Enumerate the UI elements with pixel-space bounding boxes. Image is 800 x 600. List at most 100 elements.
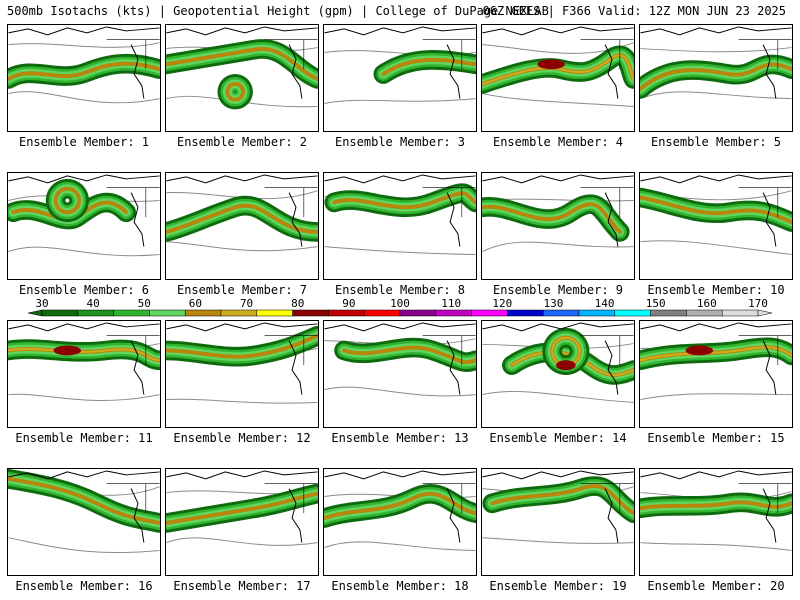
colorbar-segment — [184, 309, 222, 317]
member-map — [481, 320, 635, 428]
colorbar-tick-label: 150 — [646, 297, 666, 310]
ensemble-panel-19: Ensemble Member: 19 — [481, 468, 635, 594]
ensemble-panel-9: Ensemble Member: 9 — [481, 172, 635, 298]
colorbar-segment — [292, 309, 329, 317]
colorbar-tick-label: 160 — [697, 297, 717, 310]
colorbar-segment — [256, 309, 293, 317]
member-label: Ensemble Member: 11 — [15, 431, 153, 445]
isotach-colorbar: 30 40 50 60 70 80 90 100 110 120 130 140 150 160 170 — [27, 297, 773, 317]
ensemble-panel-2: Ensemble Member: 2 — [165, 24, 319, 150]
member-label: Ensemble Member: 16 — [15, 579, 153, 593]
colorbar-segment — [471, 309, 508, 317]
ensemble-panel-10: Ensemble Member: 10 — [639, 172, 793, 298]
ensemble-panel-20: Ensemble Member: 20 — [639, 468, 793, 594]
member-map — [7, 468, 161, 576]
member-label: Ensemble Member: 9 — [492, 283, 624, 297]
member-map — [7, 172, 161, 280]
member-label: Ensemble Member: 7 — [176, 283, 308, 297]
header-title: 500mb Isotachs (kts) | Geopotential Heig… — [7, 4, 549, 18]
member-map — [165, 320, 319, 428]
colorbar-tick-label: 40 — [87, 297, 100, 310]
colorbar-segment — [399, 309, 437, 317]
colorbar-segment — [328, 309, 365, 317]
colorbar-tick-label: 100 — [390, 297, 410, 310]
member-map — [323, 24, 477, 132]
colorbar-tick-label: 50 — [138, 297, 151, 310]
colorbar-segment — [149, 309, 186, 317]
colorbar-tick-label: 70 — [240, 297, 253, 310]
member-label: Ensemble Member: 6 — [18, 283, 150, 297]
member-map — [165, 172, 319, 280]
ensemble-panel-18: Ensemble Member: 18 — [323, 468, 477, 594]
ensemble-panel-1: Ensemble Member: 1 — [7, 24, 161, 150]
member-label: Ensemble Member: 18 — [331, 579, 469, 593]
colorbar-tick-label: 140 — [595, 297, 615, 310]
ensemble-panel-4: Ensemble Member: 4 — [481, 24, 635, 150]
ensemble-panel-6: Ensemble Member: 6 — [7, 172, 161, 298]
member-map — [323, 320, 477, 428]
header-valid-time: 06Z GEFS | F366 Valid: 12Z MON JUN 23 20… — [482, 4, 786, 18]
ensemble-panel-12: Ensemble Member: 12 — [165, 320, 319, 446]
member-map — [639, 320, 793, 428]
colorbar-segment — [77, 309, 114, 317]
member-label: Ensemble Member: 12 — [173, 431, 311, 445]
colorbar-segment — [614, 309, 651, 317]
colorbar-tick-label: 130 — [543, 297, 563, 310]
ensemble-panel-8: Ensemble Member: 8 — [323, 172, 477, 298]
member-map — [7, 24, 161, 132]
member-map — [323, 468, 477, 576]
colorbar-segment — [542, 309, 580, 317]
colorbar-tick-label: 170 — [748, 297, 768, 310]
colorbar-tick-label: 90 — [342, 297, 355, 310]
member-label: Ensemble Member: 5 — [650, 135, 782, 149]
colorbar-segment — [435, 309, 472, 317]
ensemble-panel-15: Ensemble Member: 15 — [639, 320, 793, 446]
member-label: Ensemble Member: 15 — [647, 431, 785, 445]
member-map — [639, 468, 793, 576]
ensemble-panel-11: Ensemble Member: 11 — [7, 320, 161, 446]
member-label: Ensemble Member: 14 — [489, 431, 627, 445]
colorbar-tick-label: 110 — [441, 297, 461, 310]
member-label: Ensemble Member: 13 — [331, 431, 469, 445]
member-label: Ensemble Member: 1 — [18, 135, 150, 149]
member-label: Ensemble Member: 20 — [647, 579, 785, 593]
member-label: Ensemble Member: 19 — [489, 579, 627, 593]
colorbar-segment — [113, 309, 150, 317]
member-map — [481, 24, 635, 132]
member-map — [323, 172, 477, 280]
member-label: Ensemble Member: 4 — [492, 135, 624, 149]
member-label: Ensemble Member: 3 — [334, 135, 466, 149]
member-map — [7, 320, 161, 428]
colorbar-tick-label: 120 — [492, 297, 512, 310]
colorbar-segment — [650, 309, 687, 317]
colorbar-tick-label: 80 — [291, 297, 304, 310]
ensemble-panel-7: Ensemble Member: 7 — [165, 172, 319, 298]
ensemble-panel-17: Ensemble Member: 17 — [165, 468, 319, 594]
map-header: 500mb Isotachs (kts) | Geopotential Heig… — [0, 0, 800, 22]
member-map — [165, 24, 319, 132]
ensemble-panel-14: Ensemble Member: 14 — [481, 320, 635, 446]
colorbar-segment — [41, 309, 79, 317]
colorbar-segment — [220, 309, 258, 317]
colorbar-right-arrow — [757, 309, 773, 317]
ensemble-panel-13: Ensemble Member: 13 — [323, 320, 477, 446]
colorbar-segment — [363, 309, 401, 317]
member-map — [481, 468, 635, 576]
colorbar-segment — [507, 309, 544, 317]
member-label: Ensemble Member: 2 — [176, 135, 308, 149]
member-map — [481, 172, 635, 280]
colorbar-left-arrow — [27, 309, 43, 317]
ensemble-panel-5: Ensemble Member: 5 — [639, 24, 793, 150]
member-label: Ensemble Member: 8 — [334, 283, 466, 297]
ensemble-panel-16: Ensemble Member: 16 — [7, 468, 161, 594]
member-label: Ensemble Member: 17 — [173, 579, 311, 593]
colorbar-tick-label: 60 — [189, 297, 202, 310]
colorbar-segment — [721, 309, 759, 317]
member-label: Ensemble Member: 10 — [647, 283, 785, 297]
member-map — [639, 24, 793, 132]
colorbar-tick-label: 30 — [35, 297, 48, 310]
member-map — [639, 172, 793, 280]
colorbar-segment — [578, 309, 616, 317]
ensemble-panel-3: Ensemble Member: 3 — [323, 24, 477, 150]
colorbar-segment — [686, 309, 723, 317]
